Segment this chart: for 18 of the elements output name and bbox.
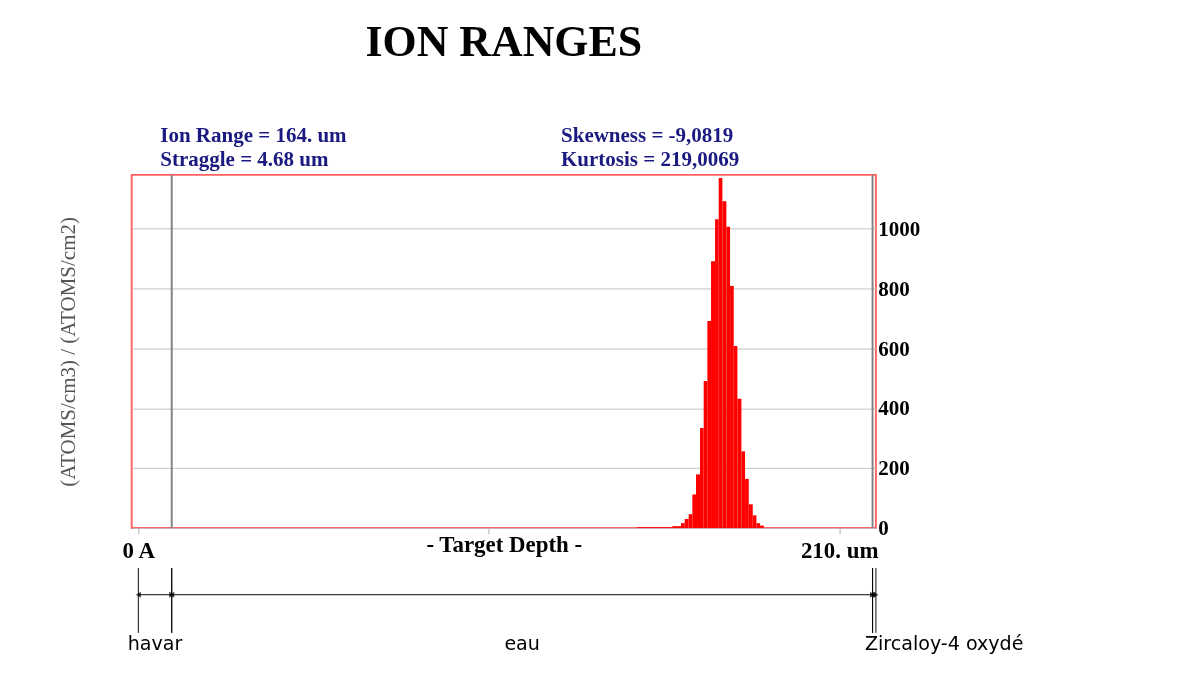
y-tick-label: 200 [878, 456, 910, 481]
text: Zircaloy-4 oxydé [864, 632, 1024, 655]
text: Kurtosis = 219,0069 [561, 147, 740, 172]
y-tick-label: 0 [878, 516, 889, 541]
text: eau [504, 632, 540, 655]
text: havar [127, 632, 183, 655]
x-tick-label: 0 A [122, 538, 156, 563]
x-axis-title: - Target Depth - [426, 532, 583, 558]
chart-title: ION RANGES [365, 16, 643, 65]
y-tick-label: 600 [878, 336, 910, 361]
text: Ion Range = 164. um [160, 122, 348, 147]
text: Skewness = -9,0819 [561, 122, 734, 147]
y-tick-label: 800 [878, 276, 910, 301]
y-axis-title: (ATOMS/cm3) / (ATOMS/cm2) [55, 217, 80, 487]
y-tick-label: 1000 [878, 216, 921, 241]
x-tick-label: 210. um [800, 538, 879, 563]
y-tick-label: 400 [878, 396, 910, 421]
text: Straggle = 4.68 um [160, 147, 329, 172]
